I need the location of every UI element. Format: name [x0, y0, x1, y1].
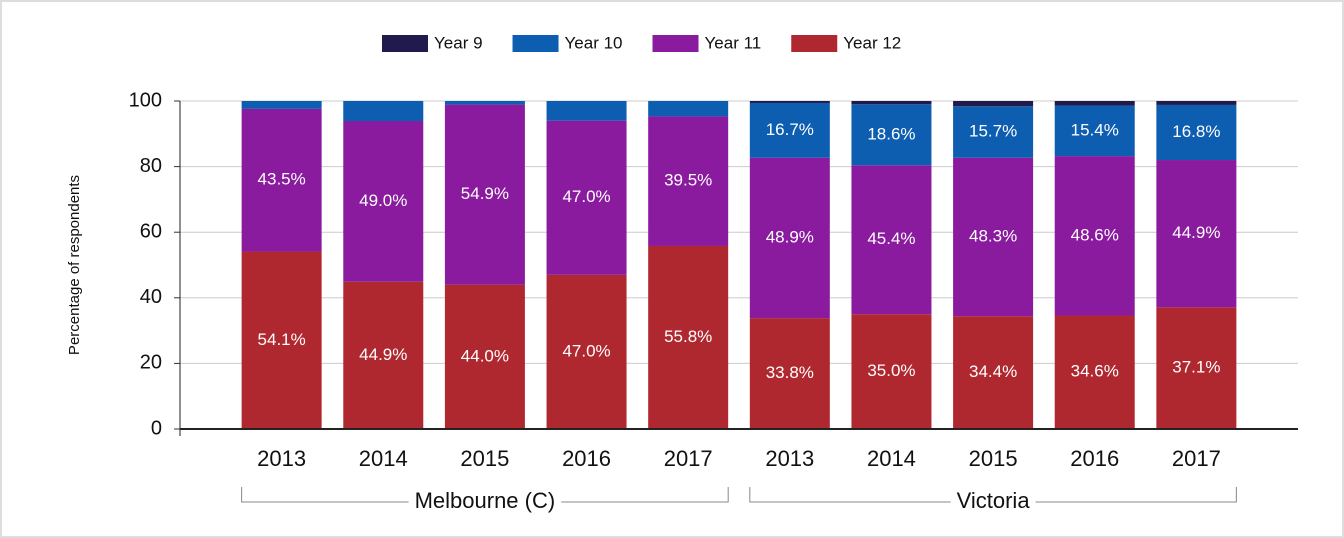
value-label: 18.6%	[867, 124, 915, 143]
value-label: 37.1%	[1172, 358, 1220, 377]
value-label: 54.1%	[258, 330, 306, 349]
bar-segment	[749, 157, 830, 319]
bar-segment	[851, 314, 932, 429]
value-label: 16.7%	[766, 120, 814, 139]
value-label: 15.7%	[969, 121, 1017, 140]
value-label: 44.9%	[359, 345, 407, 364]
legend-swatch	[652, 35, 699, 52]
value-label: 48.9%	[766, 227, 814, 246]
bar-segment	[1054, 101, 1135, 106]
value-label: 48.3%	[969, 226, 1017, 245]
bar-segment	[1054, 105, 1135, 157]
y-tick-label: 80	[140, 155, 162, 177]
legend-label: Year 10	[565, 33, 623, 52]
bar-segment	[749, 318, 830, 429]
bar-segment	[546, 120, 627, 275]
bar-segment	[1054, 156, 1135, 316]
x-tick-label: 2016	[1070, 446, 1119, 471]
value-label: 47.0%	[562, 187, 610, 206]
x-tick-label: 2016	[562, 446, 611, 471]
bar-segment	[1156, 307, 1237, 429]
legend-label: Year 12	[843, 33, 901, 52]
y-tick-label: 100	[129, 89, 162, 111]
value-label: 55.8%	[664, 327, 712, 346]
x-tick-label: 2013	[257, 446, 306, 471]
bar-segment	[648, 245, 729, 429]
bar-segment	[851, 101, 932, 105]
y-tick-label: 60	[140, 220, 162, 242]
bar-segment	[648, 101, 729, 117]
bar-segment	[953, 101, 1034, 107]
x-tick-label: 2017	[664, 446, 713, 471]
x-tick-label: 2013	[765, 446, 814, 471]
bar-segment	[851, 104, 932, 166]
bar-segment	[749, 102, 830, 158]
bar-segment	[953, 157, 1034, 317]
bar-segment	[749, 101, 830, 103]
bar-segment	[343, 101, 424, 122]
value-label: 48.6%	[1071, 225, 1119, 244]
bar-segment	[444, 104, 525, 285]
value-label: 34.6%	[1071, 362, 1119, 381]
bar-segment	[1054, 315, 1135, 429]
bar-segment	[1156, 160, 1237, 308]
y-tick-label: 0	[151, 417, 162, 439]
value-label: 39.5%	[664, 171, 712, 190]
group-label: Melbourne (C)	[415, 488, 556, 513]
legend-label: Year 11	[705, 33, 762, 52]
group-label: Victoria	[957, 488, 1031, 513]
value-label: 45.4%	[867, 229, 915, 248]
x-tick-label: 2014	[867, 446, 916, 471]
y-tick-label: 40	[140, 286, 162, 308]
legend-swatch	[382, 35, 428, 52]
legend-swatch	[512, 35, 559, 52]
value-label: 49.0%	[359, 191, 407, 210]
bar-segment	[648, 116, 729, 246]
bar-segment	[343, 121, 424, 282]
bar-segment	[546, 274, 627, 429]
value-label: 54.9%	[461, 184, 509, 203]
value-label: 16.8%	[1172, 122, 1220, 141]
bar-segment	[1156, 104, 1237, 161]
value-label: 44.9%	[1172, 223, 1220, 242]
group-bracket	[241, 487, 729, 503]
bar-segment	[1156, 101, 1237, 105]
value-label: 44.0%	[461, 346, 509, 365]
bar-segment	[546, 101, 627, 121]
bar-segment	[953, 316, 1034, 429]
bar-segment	[851, 165, 932, 315]
value-label: 35.0%	[867, 361, 915, 380]
y-tick-label: 20	[140, 352, 162, 374]
x-tick-label: 2015	[969, 446, 1018, 471]
value-label: 34.4%	[969, 362, 1017, 381]
x-tick-label: 2015	[460, 446, 509, 471]
group-bracket	[749, 487, 1237, 503]
bar-segment	[241, 101, 322, 109]
bar-segment	[953, 106, 1034, 158]
value-label: 15.4%	[1071, 120, 1119, 139]
legend-label: Year 9	[434, 33, 483, 52]
y-axis-label: Percentage of respondents	[66, 175, 83, 355]
x-tick-label: 2017	[1172, 446, 1221, 471]
bar-segment	[343, 281, 424, 429]
bar-segment	[444, 101, 525, 105]
value-label: 43.5%	[258, 170, 306, 189]
x-tick-label: 2014	[359, 446, 408, 471]
bar-segment	[241, 251, 322, 429]
value-label: 47.0%	[562, 341, 610, 360]
bar-segment	[241, 108, 322, 252]
bar-segment	[444, 284, 525, 429]
legend-swatch	[791, 35, 838, 52]
value-label: 33.8%	[766, 363, 814, 382]
